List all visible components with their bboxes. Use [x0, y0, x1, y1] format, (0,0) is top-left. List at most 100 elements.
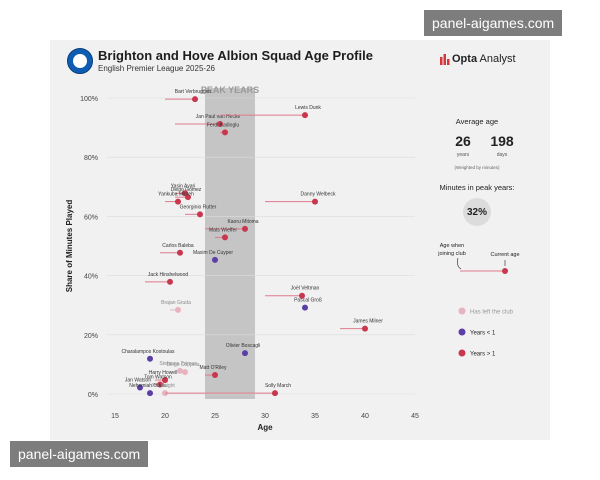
player-dot: [192, 96, 198, 103]
age-join-label-2: joining club: [437, 251, 466, 257]
player-dot: [182, 369, 188, 376]
player-dot: [362, 325, 368, 332]
player-dot: [197, 211, 203, 218]
player-label: Maxim De Cuyper: [193, 250, 233, 256]
peak-minutes-value: 32%: [467, 207, 487, 218]
legend-marker: [458, 328, 466, 336]
chart-subtitle: English Premier League 2025-26: [98, 64, 215, 73]
player-dot: [167, 278, 173, 285]
chart-title: Brighton and Hove Albion Squad Age Profi…: [98, 48, 373, 63]
average-age-years: 26: [455, 133, 471, 149]
peak-years-label: PEAK YEARS: [201, 85, 259, 95]
player-dot: [147, 390, 153, 397]
player-dot: [175, 198, 181, 205]
player-label: Lewis Dunk: [295, 105, 321, 111]
explainer-arrow-left: [457, 257, 462, 270]
player-dot: [222, 129, 228, 136]
y-tick-label: 100%: [80, 96, 98, 103]
player-label: Pascal Groß: [294, 298, 322, 304]
average-age-title: Average age: [456, 117, 498, 126]
player-label: Diego Gómez: [171, 187, 202, 193]
y-tick-label: 20%: [84, 333, 98, 340]
player-dot: [177, 249, 183, 256]
x-tick-label: 45: [411, 413, 419, 420]
player-label: Nehemiah Oriola: [129, 383, 167, 389]
player-label: Matt O'Riley: [199, 365, 227, 371]
player-dot: [272, 390, 278, 397]
legend-label: Years < 1: [470, 331, 496, 337]
average-age-days-label: days: [497, 152, 508, 158]
player-dot: [147, 355, 153, 362]
player-label: Yankuba Minteh: [158, 192, 194, 198]
x-axis-label: Age: [257, 423, 273, 432]
player-label: Olivier Boscagli: [226, 343, 260, 349]
player-label: Solly March: [265, 383, 291, 389]
opta-logo-icon: [440, 54, 450, 65]
player-dot: [212, 256, 218, 263]
player-label: Diego Coppola: [166, 362, 199, 368]
y-tick-label: 0%: [88, 392, 98, 399]
club-crest-icon: [67, 48, 93, 74]
legend-marker: [458, 307, 466, 315]
average-age-note: (Weighted by minutes): [455, 165, 500, 170]
player-label: Joe Knight: [151, 383, 175, 389]
player-dot: [222, 234, 228, 241]
player-dot: [217, 121, 223, 128]
player-dot: [302, 304, 308, 311]
average-age-years-label: years: [457, 152, 470, 158]
explainer-dot: [502, 268, 508, 274]
player-dot: [299, 292, 305, 299]
player-label: James Milner: [353, 319, 383, 325]
player-dot: [137, 384, 143, 391]
y-tick-label: 40%: [84, 274, 98, 281]
x-tick-label: 40: [361, 413, 369, 420]
x-tick-label: 30: [261, 413, 269, 420]
player-dot: [242, 225, 248, 232]
player-label: Mats Wieffer: [209, 227, 237, 233]
y-tick-label: 80%: [84, 155, 98, 162]
player-label: Ferdi Kadioglu: [207, 122, 239, 128]
age-join-label: Age when: [440, 243, 464, 249]
player-label: Brajan Gruda: [161, 300, 191, 306]
player-dot: [242, 350, 248, 357]
player-label: Jack Hinshelwood: [148, 272, 189, 278]
current-age-label: Current age: [490, 252, 519, 258]
player-label: Charalampos Kostoulas: [121, 349, 175, 355]
y-axis-label: Share of Minutes Played: [65, 200, 74, 293]
player-label: Danny Welbeck: [301, 192, 336, 198]
player-label: Jan Paul van Hecke: [196, 114, 241, 120]
player-dot: [302, 112, 308, 119]
legend-label: Years > 1: [470, 352, 496, 358]
x-tick-label: 35: [311, 413, 319, 420]
player-label: Jan Watson: [125, 377, 151, 383]
player-label: Yasin Ayari: [171, 183, 196, 189]
x-tick-label: 20: [161, 413, 169, 420]
x-tick-label: 15: [111, 413, 119, 420]
legend-label: Has left the club: [470, 310, 514, 316]
player-label: Joël Veltman: [291, 286, 320, 292]
average-age-days: 198: [490, 133, 514, 149]
player-label: Stefanos Tzimas: [159, 361, 197, 367]
player-dot: [175, 306, 181, 313]
player-dot: [212, 372, 218, 379]
player-label: Harry Howell: [149, 370, 178, 376]
player-label: Kaoru Mitoma: [227, 219, 258, 225]
watermark-top: panel-aigames.com: [424, 10, 563, 36]
peak-minutes-circle: [463, 198, 491, 226]
player-label: Georginio Rutter: [180, 204, 217, 210]
x-tick-label: 25: [211, 413, 219, 420]
brand-name: Opta Analyst: [452, 53, 516, 65]
player-dot: [312, 198, 318, 205]
peak-years-band: [205, 88, 255, 399]
player-dot: [157, 381, 163, 388]
player-label: Tom Watson: [144, 375, 172, 381]
watermark-bottom: panel-aigames.com: [10, 441, 149, 467]
player-label: Bart Verbruggen: [175, 89, 212, 95]
player-dot: [162, 377, 168, 384]
y-tick-label: 60%: [84, 214, 98, 221]
player-dot: [185, 194, 191, 201]
legend-marker: [458, 349, 466, 357]
chart-card: [50, 40, 550, 440]
player-dot: [177, 367, 183, 374]
